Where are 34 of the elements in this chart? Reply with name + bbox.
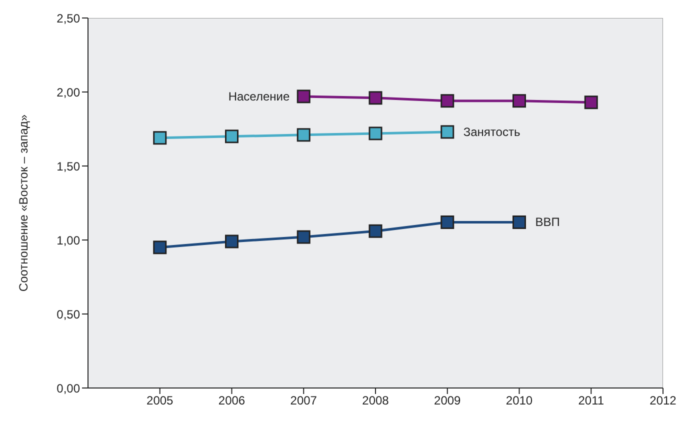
- point: [368, 224, 382, 238]
- y-axis-title: Соотношение «Восток – запад»: [16, 114, 30, 292]
- point: [296, 230, 310, 244]
- x-tick-label: 2007: [290, 394, 318, 408]
- point: [512, 94, 526, 108]
- point: [153, 240, 167, 254]
- point: [296, 128, 310, 142]
- series-label: ВВП: [535, 215, 560, 230]
- point: [296, 90, 310, 104]
- point: [584, 96, 598, 110]
- x-tick-label: 2008: [362, 394, 390, 408]
- x-tick-label: 2010: [506, 394, 533, 408]
- series-label: Занятость: [463, 124, 520, 139]
- point: [225, 130, 238, 144]
- x-tick-label: 2011: [578, 394, 604, 408]
- x-tick-label: 2006: [218, 394, 246, 408]
- point: [225, 234, 238, 248]
- point: [440, 125, 454, 139]
- y-tick-label: 1,00: [56, 233, 80, 248]
- x-tick-label: 2012: [650, 394, 677, 408]
- point: [368, 126, 382, 140]
- point: [440, 215, 454, 229]
- point: [368, 91, 382, 105]
- y-tick-label: 1,50: [56, 159, 80, 174]
- y-tick-label: 2,50: [56, 11, 80, 26]
- y-tick-label: 2,00: [56, 85, 80, 100]
- y-tick-label: 0,00: [56, 381, 80, 396]
- point: [512, 215, 526, 229]
- x-tick-label: 2009: [434, 394, 462, 408]
- point: [440, 94, 454, 108]
- point: [153, 131, 167, 145]
- x-tick-label: 2005: [146, 394, 174, 408]
- series-label: Население: [228, 89, 290, 104]
- y-tick-label: 0,50: [56, 307, 80, 322]
